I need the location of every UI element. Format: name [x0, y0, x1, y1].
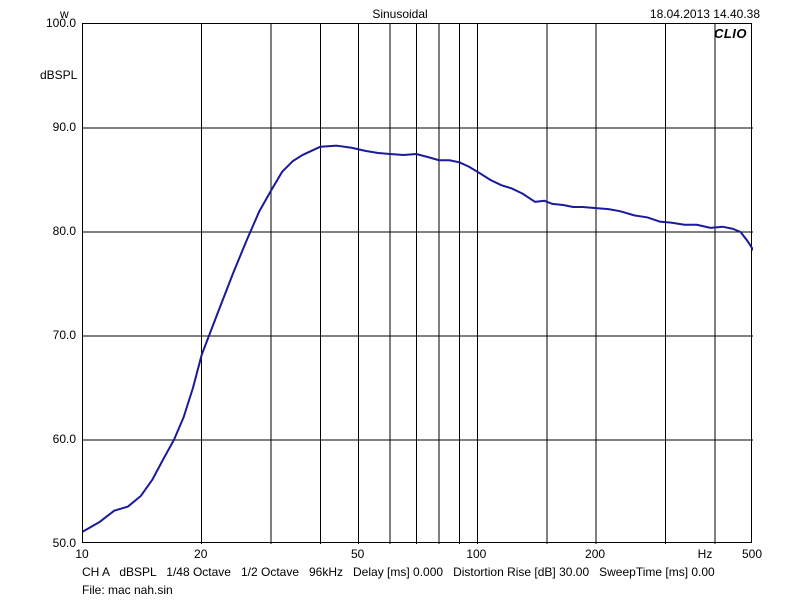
y-tick-label: 70.0 [40, 328, 76, 342]
y-tick-label: 80.0 [40, 224, 76, 238]
y-axis-unit-label: dBSPL [40, 68, 77, 82]
x-tick-label: 50 [351, 547, 364, 561]
x-axis-unit-label: Hz [698, 547, 713, 561]
y-tick-label: 100.0 [40, 16, 76, 30]
x-tick-label: 10 [75, 547, 88, 561]
y-tick-label: 50.0 [40, 536, 76, 550]
footer-line-1: CH A dBSPL 1/48 Octave 1/2 Octave 96kHz … [82, 565, 715, 579]
y-tick-label: 90.0 [40, 120, 76, 134]
x-tick-label: 100 [466, 547, 486, 561]
footer-line-2: File: mac nah.sin [82, 583, 173, 597]
header-timestamp: 18.04.2013 14.40.38 [650, 7, 760, 21]
x-tick-label: 200 [585, 547, 605, 561]
measurement-window: w Sinusoidal 18.04.2013 14.40.38 CLIO dB… [0, 0, 800, 600]
y-tick-label: 60.0 [40, 432, 76, 446]
x-tick-label: 20 [194, 547, 207, 561]
header-center-label: Sinusoidal [372, 7, 427, 21]
chart-plot-area: CLIO [82, 23, 752, 543]
chart-svg [83, 24, 753, 544]
x-tick-label: 500 [742, 547, 762, 561]
